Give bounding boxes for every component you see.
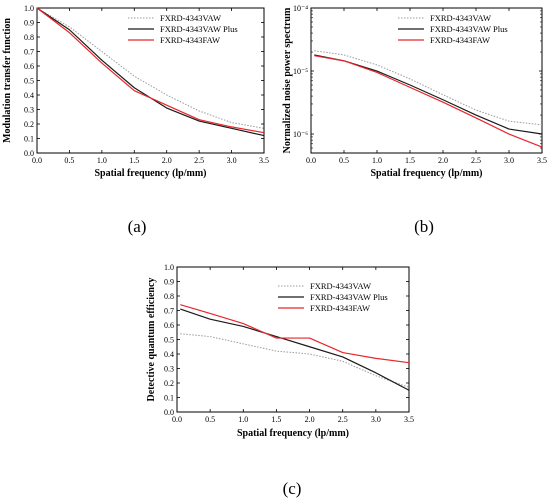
legend-label-2: FXRD-4343FAW bbox=[310, 303, 370, 313]
series-line-1 bbox=[180, 308, 410, 391]
y-tick-label: 0.3 bbox=[164, 365, 174, 374]
x-tick-label: 1.0 bbox=[372, 156, 382, 165]
x-tick-label: 1.5 bbox=[271, 415, 281, 424]
x-tick-label: 2.5 bbox=[338, 415, 348, 424]
plot-frame bbox=[176, 266, 410, 413]
legend-label-2: FXRD-4343FAW bbox=[160, 35, 220, 45]
y-tick-label: 0.0 bbox=[24, 149, 34, 158]
x-tick-label: 1.5 bbox=[129, 156, 139, 165]
y-tick-label: 1.0 bbox=[164, 263, 174, 272]
y-tick-label: 0.5 bbox=[164, 336, 174, 345]
y-tick-label: 0.1 bbox=[164, 394, 174, 403]
y-tick-label: 0.9 bbox=[24, 19, 34, 28]
x-tick-label: 2.0 bbox=[438, 156, 448, 165]
y-tick-label: 0.6 bbox=[164, 321, 174, 330]
series-line-2 bbox=[180, 304, 410, 364]
y-tick-label: 0.4 bbox=[164, 350, 174, 359]
chart-panel-a: 0.0 0.5 1.0 1.5 2.0 2.5 3.0 3.5 0.0 0.1 0.2 0.3 0.4 0… bbox=[2, 4, 269, 236]
legend-label-0: FXRD-4343VAW bbox=[430, 13, 491, 23]
y-axis-title: Normalized noise power spectrum bbox=[282, 7, 293, 153]
x-tick-label: 1.5 bbox=[405, 156, 415, 165]
legend-label-1: FXRD-4343VAW Plus bbox=[160, 24, 238, 34]
x-tick-label: 2.0 bbox=[162, 156, 172, 165]
x-tick-label: 0.5 bbox=[64, 156, 74, 165]
x-tick-label: 0.0 bbox=[306, 156, 316, 165]
x-tick-label: 3.0 bbox=[371, 415, 381, 424]
panel-label: (b) bbox=[414, 217, 434, 236]
series-line-0 bbox=[314, 50, 543, 126]
x-tick-label: 0.0 bbox=[172, 415, 182, 424]
y-tick-label: 10⁻⁴ bbox=[293, 4, 308, 13]
x-axis-title: Spatial frequency (lp/mm) bbox=[94, 168, 206, 179]
series-line-1 bbox=[314, 54, 543, 135]
panel-label: (c) bbox=[283, 479, 302, 498]
x-tick-label: 3.0 bbox=[504, 156, 514, 165]
y-tick-label: 0.2 bbox=[24, 120, 34, 129]
panel-label: (a) bbox=[128, 217, 147, 236]
y-tick-label: 10⁻⁵ bbox=[293, 67, 308, 76]
y-axis-title: Modulation transfer function bbox=[2, 18, 13, 143]
x-tick-label: 2.0 bbox=[305, 415, 315, 424]
y-axis-title: Detective quantum efficiency bbox=[146, 278, 157, 402]
y-tick-label: 0.2 bbox=[164, 379, 174, 388]
series-line-0 bbox=[180, 333, 410, 388]
y-tick-label: 0.3 bbox=[24, 106, 34, 115]
y-tick-label: 0.8 bbox=[164, 292, 174, 301]
x-tick-label: 3.5 bbox=[259, 156, 269, 165]
y-tick-label: 0.6 bbox=[24, 62, 34, 71]
x-tick-label: 3.5 bbox=[537, 156, 547, 165]
x-tick-label: 0.0 bbox=[32, 156, 42, 165]
x-tick-label: 0.5 bbox=[205, 415, 215, 424]
y-tick-label: 0.4 bbox=[24, 91, 34, 100]
y-tick-label: 0.7 bbox=[24, 48, 34, 57]
legend-label-1: FXRD-4343VAW Plus bbox=[310, 292, 388, 302]
x-tick-label: 2.5 bbox=[471, 156, 481, 165]
y-tick-label: 0.9 bbox=[164, 278, 174, 287]
y-tick-label: 0.0 bbox=[164, 408, 174, 417]
series-line-2 bbox=[314, 55, 543, 148]
x-tick-label: 3.0 bbox=[227, 156, 237, 165]
y-tick-label: 1.0 bbox=[24, 4, 34, 13]
series-line-2 bbox=[36, 7, 265, 134]
x-tick-label: 3.5 bbox=[404, 415, 414, 424]
y-tick-label: 0.8 bbox=[24, 33, 34, 42]
chart-panel-c: 0.0 0.5 1.0 1.5 2.0 2.5 3.0 3.5 0.0 0.1 0.2 0.3 0.4 0… bbox=[146, 263, 414, 498]
y-tick-label: 10⁻⁶ bbox=[293, 130, 308, 139]
y-tick-label: 0.5 bbox=[24, 77, 34, 86]
legend-label-0: FXRD-4343VAW bbox=[160, 13, 221, 23]
legend-label-1: FXRD-4343VAW Plus bbox=[430, 24, 508, 34]
x-tick-label: 2.5 bbox=[194, 156, 204, 165]
y-tick-label: 0.7 bbox=[164, 307, 174, 316]
x-axis-title: Spatial frequency (lp/mm) bbox=[370, 168, 482, 179]
legend-label-2: FXRD-4343FAW bbox=[430, 35, 490, 45]
x-tick-label: 1.0 bbox=[97, 156, 107, 165]
x-tick-label: 0.5 bbox=[339, 156, 349, 165]
x-tick-label: 1.0 bbox=[238, 415, 248, 424]
y-tick-label: 0.1 bbox=[24, 135, 34, 144]
x-axis-title: Spatial frequency (lp/mm) bbox=[237, 428, 349, 439]
chart-panel-b: 0.0 0.5 1.0 1.5 2.0 2.5 3.0 3.5 10⁻⁴ 10⁻⁵ 10⁻⁶ Spat… bbox=[282, 4, 547, 236]
legend-label-0: FXRD-4343VAW bbox=[310, 281, 371, 291]
